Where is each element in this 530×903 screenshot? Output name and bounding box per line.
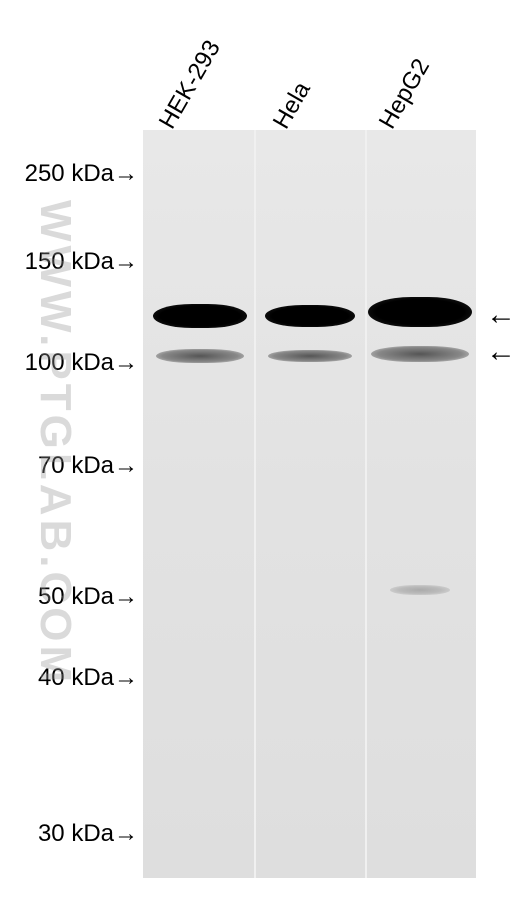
lane-divider	[254, 130, 256, 878]
mw-marker: 30 kDa→	[38, 820, 138, 848]
band-arrow: ←	[486, 335, 516, 369]
band	[368, 297, 472, 327]
band	[268, 350, 352, 362]
band-arrow: ←	[486, 298, 516, 332]
watermark: WWW.PTGLAB.COM	[30, 200, 80, 686]
lane-label: HepG2	[374, 54, 436, 134]
band	[153, 304, 247, 328]
western-blot-figure: HEK-293 Hela HepG2 250 kDa→ 150 kDa→ 100…	[0, 0, 530, 903]
lane-label: Hela	[268, 77, 317, 134]
lane-divider	[365, 130, 367, 878]
lane-label: HEK-293	[154, 36, 227, 134]
band	[390, 585, 450, 595]
mw-marker: 250 kDa→	[25, 160, 138, 188]
band	[371, 346, 469, 362]
band	[265, 305, 355, 327]
blot-membrane	[143, 130, 476, 878]
band	[156, 349, 244, 363]
